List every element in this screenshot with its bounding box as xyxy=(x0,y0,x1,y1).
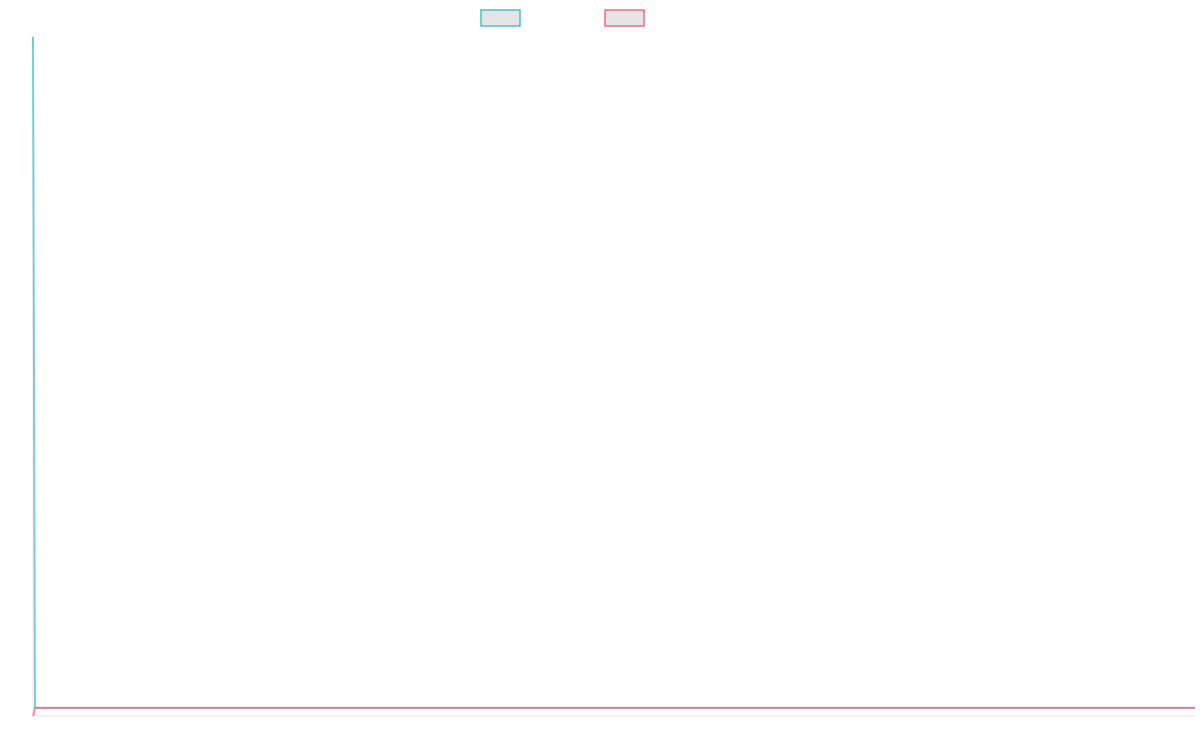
series-line-1 xyxy=(32,36,1195,709)
legend-swatch-1[interactable] xyxy=(480,9,521,27)
legend xyxy=(480,9,645,27)
legend-swatch-2[interactable] xyxy=(604,9,645,27)
series-line-2 xyxy=(32,706,1195,717)
